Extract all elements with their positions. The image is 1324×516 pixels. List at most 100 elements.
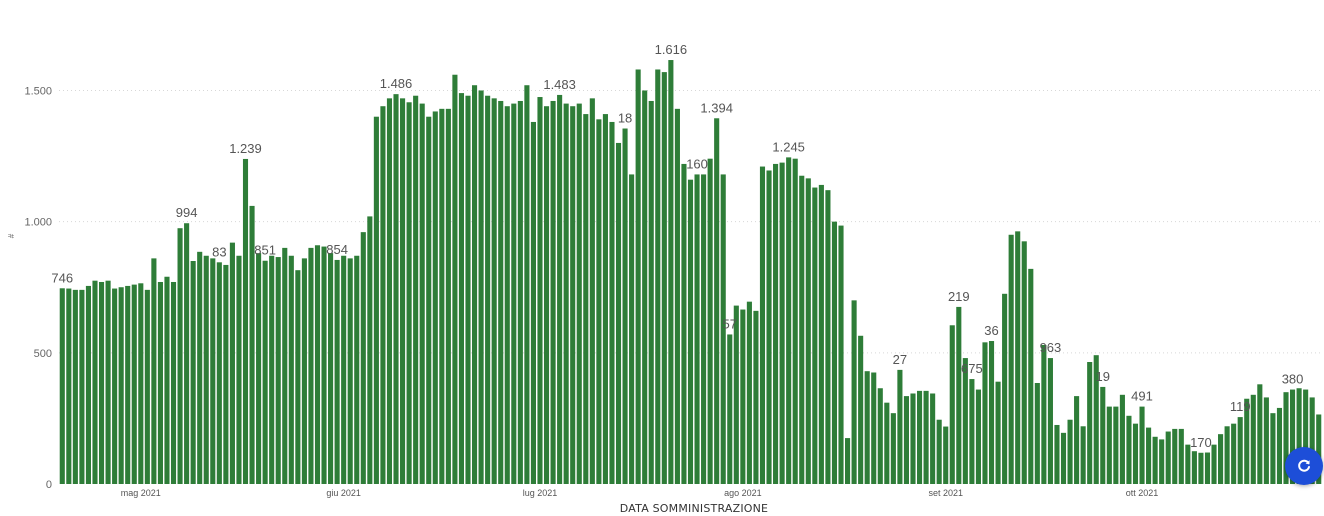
bar [563,103,569,485]
bar [707,158,713,484]
bar [1041,344,1047,484]
bar [1106,406,1112,484]
bar [655,69,661,484]
bar [504,106,510,484]
bar [432,111,438,484]
bar [1224,426,1230,484]
bar [1113,406,1119,484]
bar [1139,406,1145,484]
data-label: 36 [984,323,998,338]
bar [1250,394,1256,484]
bar [969,379,975,484]
bar [1074,396,1080,484]
bar [884,402,890,484]
y-axis-title: # [7,233,16,238]
y-tick-label: 0 [46,479,52,491]
bar [157,281,163,484]
bar [92,280,98,484]
bar [491,98,497,484]
data-label: 18 [618,111,632,126]
bar [1211,444,1217,484]
bar [890,413,896,484]
data-label: 160 [686,156,708,171]
bar [301,258,307,484]
bar [1028,268,1034,484]
data-labels: 746 994 83 1.239 851 854 1.486 1.483 18 1.616 160 1… [51,42,1303,450]
data-label: 380 [1282,372,1304,387]
data-label: 27 [893,352,907,367]
bar [897,369,903,484]
bar [295,270,301,484]
y-axis-ticks: 0 500 1.000 1.500 [24,85,52,491]
bar [216,262,222,484]
bar [1276,407,1283,484]
bar [210,258,216,484]
bar [164,276,170,484]
data-label: 57 [723,316,737,331]
data-label: 19 [1096,369,1110,384]
bar [609,121,615,484]
bar [229,242,235,484]
bar [1237,417,1243,484]
bar [478,90,484,485]
bar [1060,432,1067,484]
data-label: 1.616 [655,42,688,57]
bar [602,114,608,485]
bar [1100,386,1106,484]
bar [936,419,942,484]
bar [360,232,366,484]
x-tick-label: ott 2021 [1126,488,1159,498]
bar [1172,428,1178,484]
bar [190,261,196,484]
bar [1204,452,1211,484]
bar [779,162,785,484]
bar [766,170,772,485]
bar [576,103,582,485]
refresh-button[interactable] [1285,447,1323,485]
bar [471,85,478,485]
data-label: 170 [1190,435,1212,450]
bar [1067,419,1073,484]
data-label: 1.486 [380,76,413,91]
bar [877,388,883,484]
data-label: 1.394 [700,100,733,115]
bar [1126,415,1132,484]
bar [1289,389,1296,484]
bar [740,309,746,484]
bar [400,98,406,484]
bar [85,285,92,484]
bar [537,97,543,484]
bar [635,69,641,484]
bar [197,251,203,484]
bar [615,142,622,485]
bar [1146,427,1152,484]
x-tick-label: ago 2021 [724,488,762,498]
x-tick-label: mag 2021 [121,488,161,498]
bar [1283,392,1289,484]
bar [1021,241,1027,484]
bar [956,306,962,484]
bar [1119,394,1125,484]
bar [354,255,360,484]
data-label: 854 [326,242,348,257]
data-label: 1.245 [772,139,805,154]
bar [1198,452,1204,484]
bar [1185,444,1191,484]
bar [380,106,386,484]
bar [112,288,118,484]
x-axis-title: DATA SOMMINISTRAZIONE [620,502,768,515]
bar [66,288,72,484]
bar [151,258,157,484]
bar [125,285,131,484]
x-tick-label: lug 2021 [523,488,558,498]
bar [465,95,471,484]
bar [733,305,739,484]
bar [98,281,105,484]
bar [373,116,379,485]
bar [570,106,576,484]
bars [59,60,1322,485]
bar [275,257,281,484]
bar [1296,388,1302,484]
x-tick-label: set 2021 [928,488,963,498]
